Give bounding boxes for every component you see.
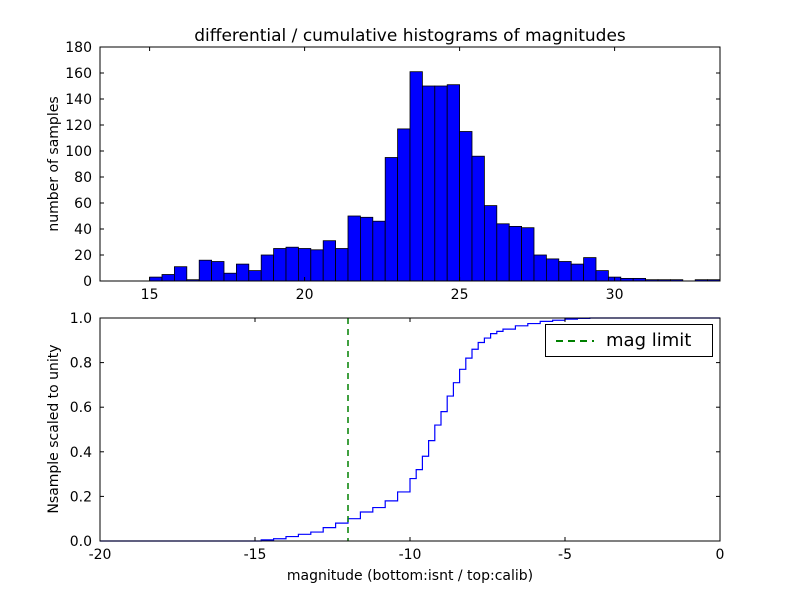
histogram-bar	[273, 248, 287, 282]
histogram-bar	[297, 248, 312, 282]
histogram-bar	[198, 259, 212, 282]
legend: mag limit	[545, 324, 713, 357]
histogram-bar	[173, 266, 188, 282]
axes-frame	[99, 46, 721, 282]
y-tick-label: 80	[74, 170, 92, 186]
y-tick-label: 40	[74, 222, 92, 238]
histogram-bar	[558, 261, 572, 282]
bottom-y-axis-label: Nsample scaled to unity	[46, 344, 62, 514]
histogram-bar	[149, 276, 163, 282]
x-axis-label: magnitude (bottom:isnt / top:calib)	[286, 568, 534, 584]
histogram-bar	[508, 225, 523, 282]
histogram-bar	[384, 157, 399, 282]
y-tick-label: 1.0	[70, 311, 92, 327]
y-tick-label: 0.2	[70, 489, 92, 505]
histogram-bar	[322, 240, 337, 282]
histogram-bar	[235, 263, 250, 282]
histogram-bar	[285, 246, 299, 282]
histogram-bar	[521, 227, 535, 282]
y-tick-label: 0.6	[70, 400, 92, 416]
axes-frame	[99, 317, 721, 542]
histogram-bar	[533, 254, 547, 282]
histogram-bar	[260, 254, 275, 282]
histogram-bar	[483, 205, 498, 282]
histogram-bar	[471, 155, 485, 282]
histogram-bar	[409, 71, 423, 282]
cumulative-curve	[100, 317, 720, 542]
y-tick-label: 0	[83, 274, 92, 290]
top-y-axis-label: number of samples	[46, 96, 62, 232]
histogram-bar	[335, 248, 349, 282]
histogram-bar	[372, 220, 386, 282]
histogram-bar	[223, 272, 237, 282]
x-tick-label: 15	[141, 287, 159, 303]
y-tick-label: 0.4	[70, 445, 92, 461]
top-axes: 15 20 25 30 0 20 40 60 80 100 120 140 160 180	[65, 40, 721, 303]
x-tick-label: -10	[399, 547, 422, 563]
y-tick-label: 100	[65, 144, 92, 160]
legend-dashed-line-icon	[556, 339, 594, 342]
histogram-bar	[211, 261, 225, 282]
chart-title: differential / cumulative histograms of …	[194, 26, 626, 46]
x-tick-label: -5	[558, 547, 572, 563]
y-tick-label: 0.8	[70, 356, 92, 372]
histogram-bar	[496, 223, 510, 282]
y-tick-label: 60	[74, 196, 92, 212]
histogram-bar	[161, 274, 175, 282]
x-tick-label: -15	[244, 547, 267, 563]
y-tick-label: 140	[65, 92, 92, 108]
histogram-bar	[347, 215, 361, 282]
y-tick-label: 0.0	[70, 534, 92, 550]
y-tick-label: 180	[65, 40, 92, 56]
histogram-bar	[546, 258, 560, 282]
histogram-bar	[421, 85, 436, 282]
histogram-bar	[570, 263, 585, 282]
x-tick-label: 0	[716, 547, 725, 563]
y-tick-label: 20	[74, 248, 92, 264]
histogram-bar	[434, 85, 448, 282]
x-tick-label: 25	[451, 287, 469, 303]
legend-label: mag limit	[606, 330, 692, 351]
y-tick-label: 120	[65, 118, 92, 134]
y-tick-label: 160	[65, 66, 92, 82]
histogram-bar	[583, 257, 597, 282]
histogram-bar	[595, 270, 609, 282]
histogram-bar	[446, 84, 461, 282]
histogram-bar	[310, 249, 324, 282]
histogram-bar	[359, 216, 374, 282]
histogram-bar	[248, 270, 262, 282]
x-tick-label: -20	[89, 547, 112, 563]
histogram-bar	[397, 128, 411, 282]
histogram-bars	[149, 71, 721, 282]
x-tick-label: 30	[606, 287, 624, 303]
histogram-bar	[459, 131, 473, 282]
x-tick-label: 20	[296, 287, 314, 303]
bottom-axes: -20 -15 -10 -5 0 0.0 0.2 0.4 0.6 0.8 1.0	[70, 311, 725, 563]
